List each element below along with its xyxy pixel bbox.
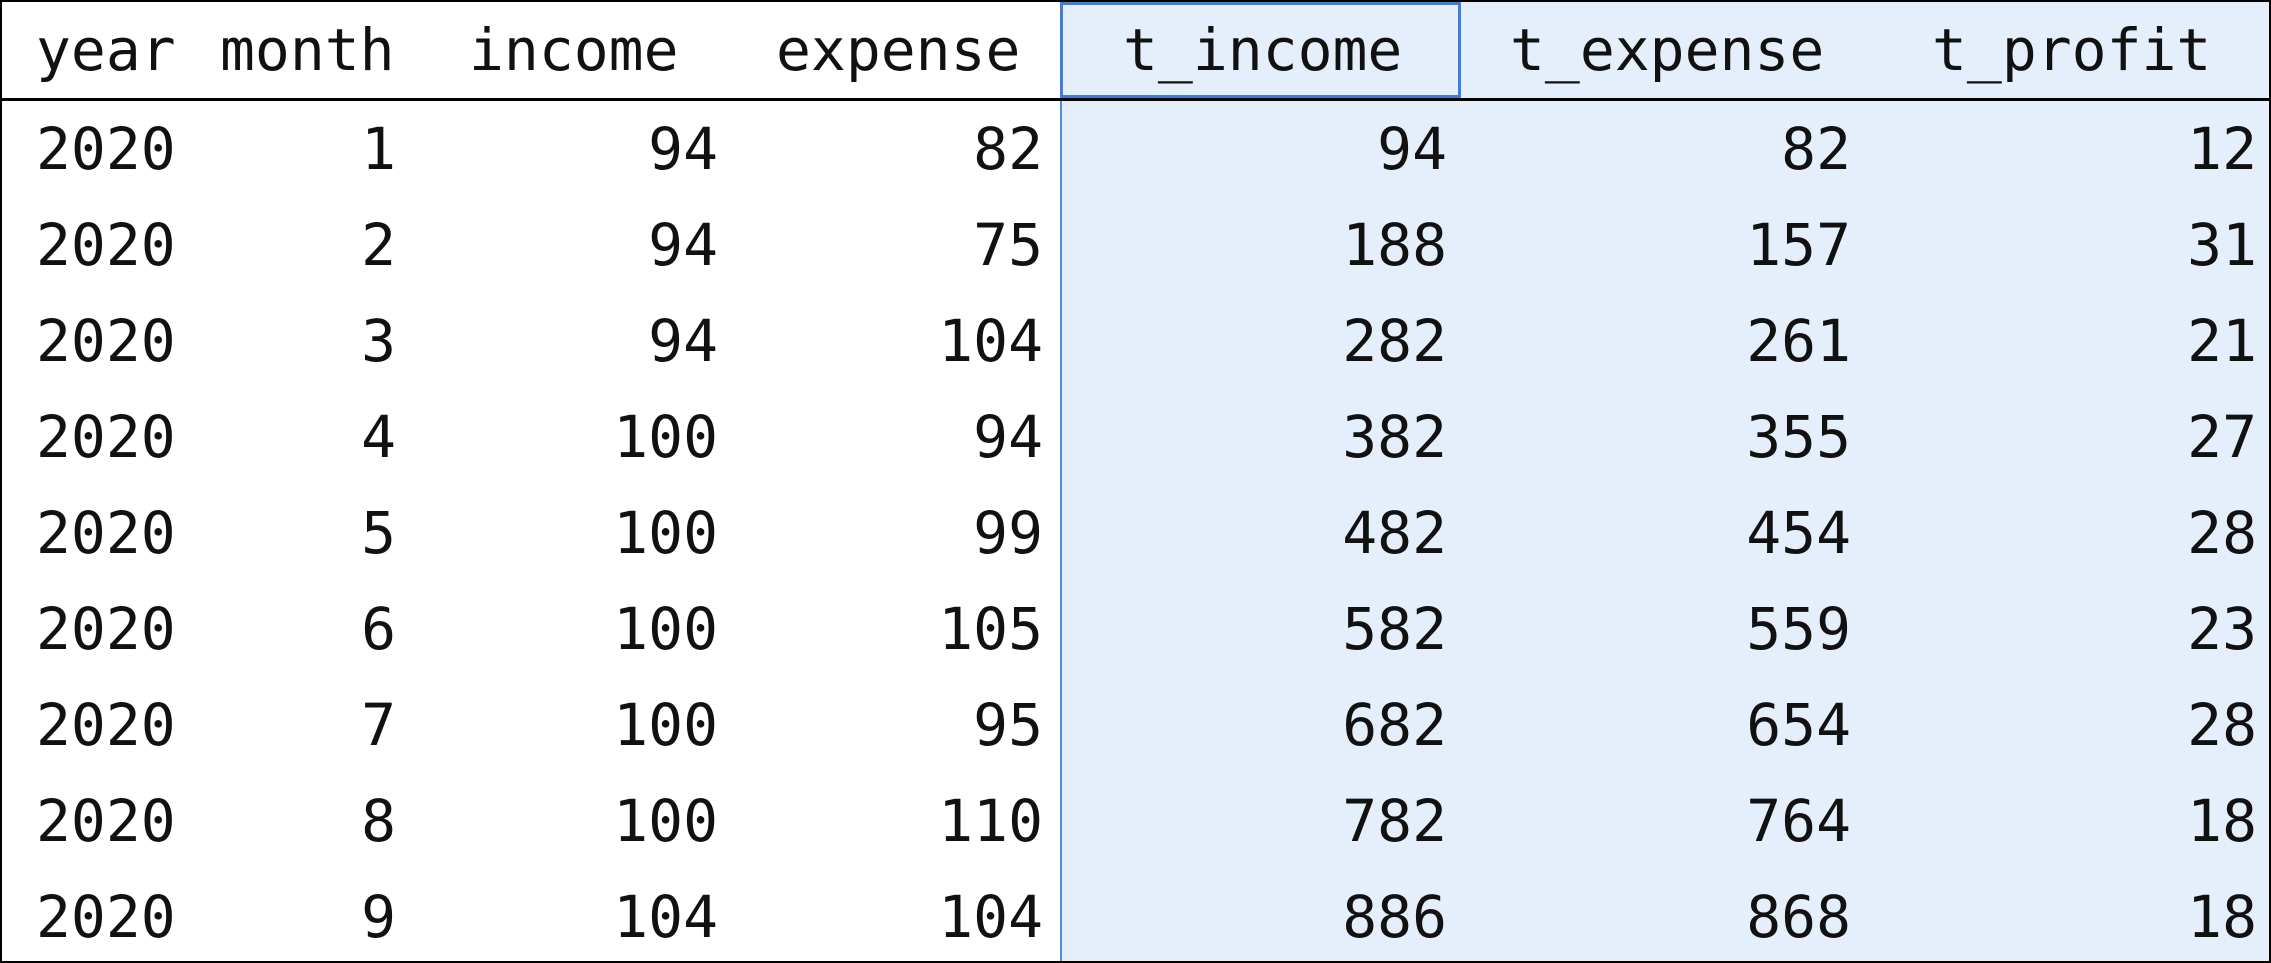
table-row[interactable]: 2020 5 100 99 482 454 28 (2, 485, 2269, 581)
table-row[interactable]: 2020 9 104 104 886 868 18 (2, 869, 2269, 961)
cell-expense[interactable]: 105 (938, 595, 1043, 663)
cell-expense[interactable]: 95 (973, 691, 1043, 759)
cell-year[interactable]: 2020 (36, 787, 176, 855)
cell-month[interactable]: 3 (361, 307, 396, 375)
cell-t-expense[interactable]: 82 (1781, 115, 1851, 183)
cell-expense[interactable]: 82 (973, 115, 1043, 183)
cell-t-expense[interactable]: 454 (1746, 499, 1851, 567)
header-year[interactable]: year (36, 16, 176, 84)
focused-header-cell[interactable] (1060, 2, 1461, 98)
header-t-expense[interactable]: t_expense (1510, 16, 1825, 84)
selected-columns-highlight (1060, 2, 2269, 961)
cell-income[interactable]: 100 (613, 595, 718, 663)
cell-month[interactable]: 6 (361, 595, 396, 663)
cell-t-income[interactable]: 188 (1342, 211, 1447, 279)
cell-month[interactable]: 2 (361, 211, 396, 279)
cell-t-profit[interactable]: 28 (2187, 499, 2257, 567)
cell-t-profit[interactable]: 18 (2187, 787, 2257, 855)
cell-month[interactable]: 8 (361, 787, 396, 855)
cell-income[interactable]: 100 (613, 691, 718, 759)
cell-t-profit[interactable]: 18 (2187, 883, 2257, 951)
cell-t-profit[interactable]: 23 (2187, 595, 2257, 663)
cell-t-income[interactable]: 282 (1342, 307, 1447, 375)
cell-year[interactable]: 2020 (36, 115, 176, 183)
cell-expense[interactable]: 75 (973, 211, 1043, 279)
header-income[interactable]: income (469, 16, 679, 84)
cell-t-profit[interactable]: 21 (2187, 307, 2257, 375)
cell-year[interactable]: 2020 (36, 403, 176, 471)
cell-expense[interactable]: 110 (938, 787, 1043, 855)
cell-t-expense[interactable]: 355 (1746, 403, 1851, 471)
table-row[interactable]: 2020 3 94 104 282 261 21 (2, 293, 2269, 389)
cell-expense[interactable]: 104 (938, 883, 1043, 951)
cell-income[interactable]: 94 (648, 115, 718, 183)
cell-t-expense[interactable]: 868 (1746, 883, 1851, 951)
table-row[interactable]: 2020 7 100 95 682 654 28 (2, 677, 2269, 773)
cell-income[interactable]: 94 (648, 307, 718, 375)
table-row[interactable]: 2020 6 100 105 582 559 23 (2, 581, 2269, 677)
cell-t-expense[interactable]: 764 (1746, 787, 1851, 855)
cell-t-profit[interactable]: 27 (2187, 403, 2257, 471)
cell-month[interactable]: 1 (361, 115, 396, 183)
header-divider (2, 98, 2269, 101)
table-row[interactable]: 2020 2 94 75 188 157 31 (2, 197, 2269, 293)
header-t-profit[interactable]: t_profit (1932, 16, 2212, 84)
cell-month[interactable]: 9 (361, 883, 396, 951)
cell-t-expense[interactable]: 157 (1746, 211, 1851, 279)
cell-t-expense[interactable]: 559 (1746, 595, 1851, 663)
cell-expense[interactable]: 104 (938, 307, 1043, 375)
cell-year[interactable]: 2020 (36, 883, 176, 951)
cell-income[interactable]: 100 (613, 499, 718, 567)
cell-month[interactable]: 5 (361, 499, 396, 567)
header-expense[interactable]: expense (776, 16, 1021, 84)
cell-income[interactable]: 104 (613, 883, 718, 951)
cell-t-income[interactable]: 382 (1342, 403, 1447, 471)
cell-t-income[interactable]: 582 (1342, 595, 1447, 663)
cell-t-profit[interactable]: 28 (2187, 691, 2257, 759)
cell-year[interactable]: 2020 (36, 691, 176, 759)
cell-year[interactable]: 2020 (36, 211, 176, 279)
cell-year[interactable]: 2020 (36, 307, 176, 375)
cell-t-income[interactable]: 94 (1377, 115, 1447, 183)
cell-t-income[interactable]: 482 (1342, 499, 1447, 567)
table-row[interactable]: 2020 4 100 94 382 355 27 (2, 389, 2269, 485)
header-row: year month income expense t_income t_exp… (2, 2, 2269, 98)
cell-year[interactable]: 2020 (36, 499, 176, 567)
cell-t-expense[interactable]: 654 (1746, 691, 1851, 759)
cell-income[interactable]: 100 (613, 787, 718, 855)
cell-t-profit[interactable]: 12 (2187, 115, 2257, 183)
cell-month[interactable]: 4 (361, 403, 396, 471)
table-row[interactable]: 2020 8 100 110 782 764 18 (2, 773, 2269, 869)
cell-t-income[interactable]: 682 (1342, 691, 1447, 759)
cell-t-expense[interactable]: 261 (1746, 307, 1851, 375)
cell-expense[interactable]: 99 (973, 499, 1043, 567)
cell-income[interactable]: 100 (613, 403, 718, 471)
cell-t-income[interactable]: 886 (1342, 883, 1447, 951)
cell-income[interactable]: 94 (648, 211, 718, 279)
cell-expense[interactable]: 94 (973, 403, 1043, 471)
table-row[interactable]: 2020 1 94 82 94 82 12 (2, 101, 2269, 197)
cell-month[interactable]: 7 (361, 691, 396, 759)
cell-t-profit[interactable]: 31 (2187, 211, 2257, 279)
cell-year[interactable]: 2020 (36, 595, 176, 663)
header-month[interactable]: month (220, 16, 395, 84)
cell-t-income[interactable]: 782 (1342, 787, 1447, 855)
header-t-income[interactable]: t_income (1123, 16, 1403, 84)
